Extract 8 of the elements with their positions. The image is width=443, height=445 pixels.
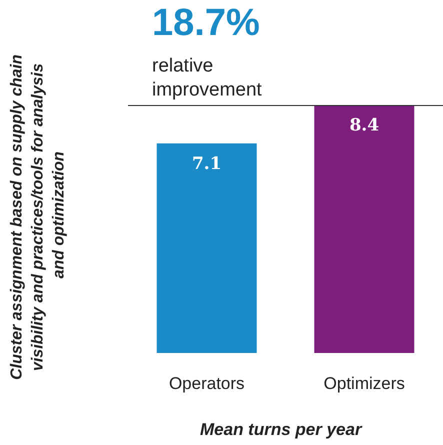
data-label: 7.1 — [192, 154, 222, 174]
x-tick-label: Operators — [168, 374, 245, 393]
x-axis-title: Mean turns per year — [200, 420, 363, 439]
text: relative improvement — [152, 56, 263, 100]
data-label: 8.4 — [349, 116, 380, 136]
text: 18.7% — [152, 2, 260, 44]
y-axis-title: Cluster assignment based on supply chain visibility and practices/tools for analysis and optimization — [8, 50, 68, 380]
x-tick-label: Optimizers — [324, 374, 405, 393]
